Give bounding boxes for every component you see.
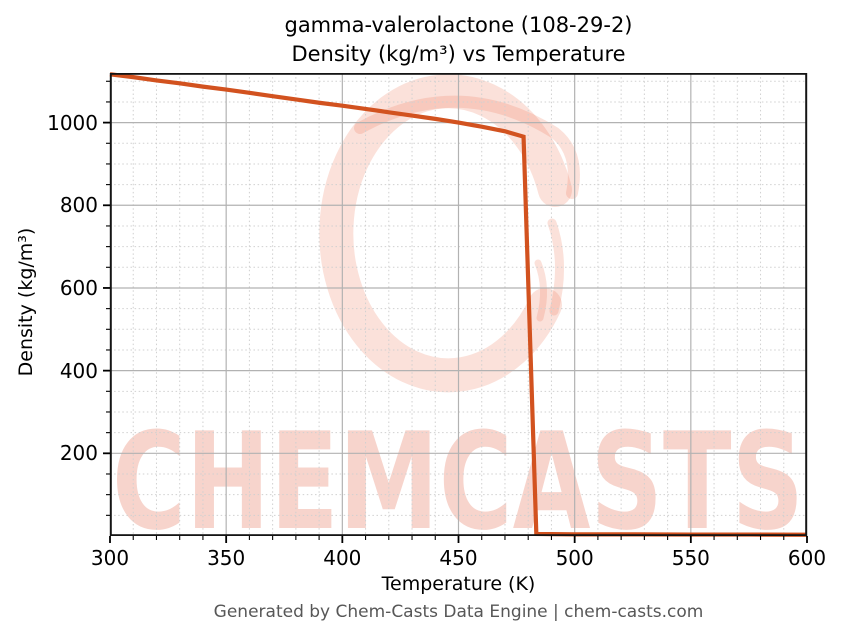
footer-credit: Generated by Chem-Casts Data Engine | ch… xyxy=(213,602,704,622)
x-tick-label: 350 xyxy=(207,546,246,570)
x-tick-label: 600 xyxy=(787,546,827,570)
x-tick-label: 550 xyxy=(671,546,710,570)
y-axis-label: Density (kg/m³) xyxy=(15,227,37,377)
axes-frame xyxy=(109,72,808,537)
y-tick-label: 800 xyxy=(59,193,98,218)
chemcasts-logo-watermark-icon xyxy=(319,74,580,393)
chart-title-line1: gamma-valerolactone (108-29-2) xyxy=(284,13,633,37)
x-tick-label: 400 xyxy=(323,546,362,570)
y-tick-label: 200 xyxy=(59,441,98,466)
y-tick-label: 1000 xyxy=(47,110,98,135)
chart-title: gamma-valerolactone (108-29-2) Density (… xyxy=(110,11,807,69)
plot-area: CHEMCASTS xyxy=(103,72,808,560)
x-tick-label: 500 xyxy=(555,546,594,570)
x-tick-label: 300 xyxy=(90,546,130,570)
chart-title-line2: Density (kg/m³) vs Temperature xyxy=(291,42,626,66)
y-tick-label: 400 xyxy=(59,358,98,383)
x-tick-label: 450 xyxy=(439,546,478,570)
axis-tick-marks xyxy=(103,80,808,543)
y-tick-label: 600 xyxy=(59,275,98,300)
x-axis-label: Temperature (K) xyxy=(381,573,536,595)
